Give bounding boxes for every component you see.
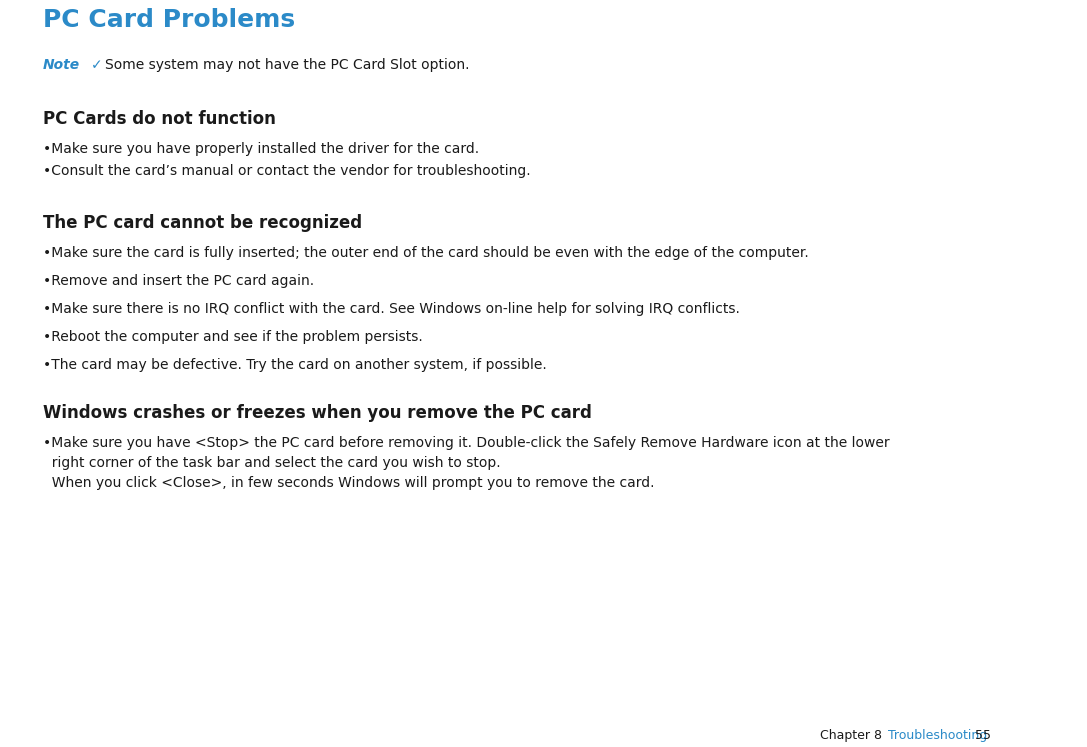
Text: ✓: ✓ [91, 58, 102, 72]
Text: •Remove and insert the PC card again.: •Remove and insert the PC card again. [43, 274, 314, 288]
Text: Windows crashes or freezes when you remove the PC card: Windows crashes or freezes when you remo… [43, 404, 592, 422]
Text: Some system may not have the PC Card Slot option.: Some system may not have the PC Card Slo… [105, 58, 470, 72]
Text: •Make sure the card is fully inserted; the outer end of the card should be even : •Make sure the card is fully inserted; t… [43, 246, 809, 260]
Text: The PC card cannot be recognized: The PC card cannot be recognized [43, 214, 362, 232]
Text: •Make sure you have <Stop> the PC card before removing it. Double-click the Safe: •Make sure you have <Stop> the PC card b… [43, 436, 889, 450]
Text: PC Card Problems: PC Card Problems [43, 8, 296, 32]
Text: right corner of the task bar and select the card you wish to stop.: right corner of the task bar and select … [43, 456, 501, 470]
Text: PC Cards do not function: PC Cards do not function [43, 110, 276, 128]
Text: •Consult the card’s manual or contact the vendor for troubleshooting.: •Consult the card’s manual or contact th… [43, 164, 530, 178]
Text: When you click <Close>, in few seconds Windows will prompt you to remove the car: When you click <Close>, in few seconds W… [43, 476, 654, 490]
Text: •The card may be defective. Try the card on another system, if possible.: •The card may be defective. Try the card… [43, 358, 547, 372]
Text: Note: Note [43, 58, 80, 72]
Text: 55: 55 [975, 729, 991, 742]
Text: Troubleshooting: Troubleshooting [888, 729, 987, 742]
Text: •Make sure there is no IRQ conflict with the card. See Windows on-line help for : •Make sure there is no IRQ conflict with… [43, 302, 740, 316]
Text: •Make sure you have properly installed the driver for the card.: •Make sure you have properly installed t… [43, 142, 479, 156]
Text: Chapter 8: Chapter 8 [820, 729, 882, 742]
Text: •Reboot the computer and see if the problem persists.: •Reboot the computer and see if the prob… [43, 330, 423, 344]
